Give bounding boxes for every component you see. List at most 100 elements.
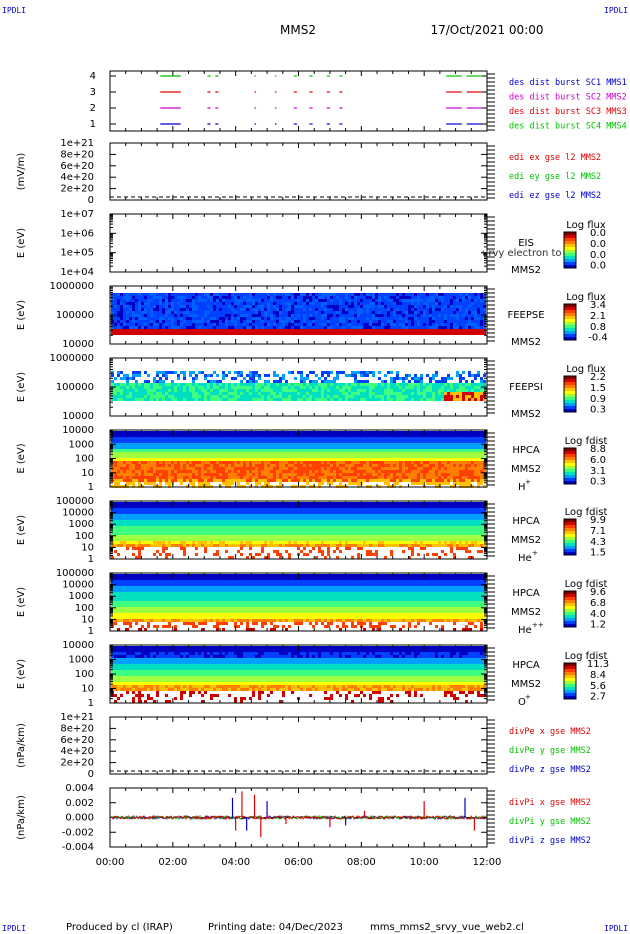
panel-hpca_h-cell: [156, 461, 159, 464]
panel-feepse-cell: [225, 299, 228, 302]
panel-feepsi-cell: [252, 377, 255, 380]
panel-hpca_h-cell: [225, 455, 228, 458]
panel-hpca_h-cell: [333, 455, 336, 458]
panel-hpca_h-cell: [177, 479, 180, 482]
panel-hpca_h-cell: [255, 443, 258, 446]
panel-hpca_h-cell: [279, 482, 282, 485]
panel-hpca_h-cell: [261, 455, 264, 458]
panel-feepse-cell: [339, 317, 342, 320]
panel-hpca_h-cell: [252, 470, 255, 473]
panel-feepsi-cell: [171, 395, 174, 398]
panel-hpca_h-cell: [129, 449, 132, 452]
panel-feepsi-cell: [288, 392, 291, 395]
panel-feepse-cell: [279, 311, 282, 314]
panel-feepse-cell: [309, 329, 312, 332]
panel-feepse-cell: [252, 320, 255, 323]
panel-feepse-cell: [216, 311, 219, 314]
panel-hpca_h-cell: [318, 458, 321, 461]
panel-feepse-cell: [240, 332, 243, 335]
panel-feepsi-cell: [222, 398, 225, 401]
panel-burst-legend: des dist burst SC2 MMS2: [509, 93, 627, 103]
panel-feepsi-cell: [414, 374, 417, 377]
panel-feepsi-cell: [330, 389, 333, 392]
panel-hpca_h-cell: [282, 452, 285, 455]
panel-feepse-cell: [141, 314, 144, 317]
panel-hpca_h-cell: [273, 434, 276, 437]
panel-feepsi-cell: [198, 389, 201, 392]
panel-hpca_h-cell: [327, 482, 330, 485]
panel-feepse-cell: [399, 317, 402, 320]
panel-feepse-cell: [321, 308, 324, 311]
panel-feepse-cell: [138, 326, 141, 329]
panel-hpca_h-cell: [354, 473, 357, 476]
panel-hpca_h-cell: [360, 434, 363, 437]
panel-feepsi-cell: [483, 395, 486, 398]
panel-feepse-cell: [204, 311, 207, 314]
panel-feepsi-cell: [291, 395, 294, 398]
panel-feepse-colorbar-cell: [564, 307, 576, 311]
panel-feepse-cell: [468, 329, 471, 332]
panel-feepsi-cell: [456, 389, 459, 392]
panel-feepse-cell: [285, 311, 288, 314]
panel-feepse-cell: [243, 305, 246, 308]
panel-feepse-cell: [438, 332, 441, 335]
panel-feepsi-colorbar-tick: 1.5: [590, 383, 606, 394]
panel-feepse-cell: [423, 332, 426, 335]
panel-hpca_h-cell: [243, 473, 246, 476]
panel-feepse-cell: [267, 329, 270, 332]
panel-feepsi-colorbar-frame: [563, 375, 577, 413]
panel-hpca_h-cell: [240, 431, 243, 434]
panel-hpca_h-cell: [123, 464, 126, 467]
panel-feepse-cell: [417, 329, 420, 332]
panel-feepse-cell: [168, 320, 171, 323]
panel-hpca_h-cell: [159, 434, 162, 437]
panel-feepse-cell: [462, 308, 465, 311]
panel-feepse-cell: [168, 323, 171, 326]
panel-hpca_h-cell: [366, 461, 369, 464]
panel-feepse-cell: [207, 329, 210, 332]
panel-hpca_h-cell: [141, 470, 144, 473]
panel-feepsi-cell: [207, 386, 210, 389]
panel-hpca_h-cell: [252, 431, 255, 434]
panel-feepse-cell: [174, 332, 177, 335]
panel-feepsi-cell: [132, 386, 135, 389]
panel-burst-ytick-label: 4: [90, 71, 96, 82]
panel-feepsi-cell: [189, 374, 192, 377]
panel-feepsi-cell: [435, 392, 438, 395]
panel-hpca_h-cell: [297, 467, 300, 470]
panel-feepse-cell: [444, 314, 447, 317]
panel-feepse-cell: [192, 302, 195, 305]
panel-feepse-cell: [213, 326, 216, 329]
panel-feepse-cell: [282, 302, 285, 305]
panel-feepse-colorbar-cell: [564, 310, 576, 314]
panel-hpca_h-cell: [222, 476, 225, 479]
panel-feepse-cell: [336, 314, 339, 317]
panel-feepse-colorbar-cell: [564, 313, 576, 317]
panel-feepse-cell: [147, 320, 150, 323]
panel-hpca_h-cell: [210, 452, 213, 455]
panel-hpca_h-cell: [264, 440, 267, 443]
panel-feepse-cell: [387, 329, 390, 332]
panel-hpca_h-cell: [147, 467, 150, 470]
panel-hpca_h-cell: [327, 440, 330, 443]
panel-feepse-cell: [399, 302, 402, 305]
panel-hpca_h-cell: [306, 479, 309, 482]
panel-hpca_h-cell: [237, 470, 240, 473]
panel-feepsi-cell: [222, 371, 225, 374]
panel-feepse-cell: [216, 329, 219, 332]
panel-feepsi-cell: [306, 377, 309, 380]
panel-feepse-cell: [405, 326, 408, 329]
panel-feepse-cell: [171, 332, 174, 335]
panel-feepse-cell: [381, 293, 384, 296]
panel-feepse-cell: [333, 326, 336, 329]
panel-feepse-cell: [381, 329, 384, 332]
panel-feepse-cell: [465, 302, 468, 305]
panel-hpca_h-cell: [117, 452, 120, 455]
panel-hpca_h-cell: [228, 476, 231, 479]
panel-feepsi-cell: [471, 395, 474, 398]
panel-feepse-cell: [411, 296, 414, 299]
panel-feepse-cell: [300, 302, 303, 305]
panel-feepse-cell: [387, 326, 390, 329]
panel-feepse-cell: [252, 326, 255, 329]
panel-hpca_h-cell: [273, 470, 276, 473]
